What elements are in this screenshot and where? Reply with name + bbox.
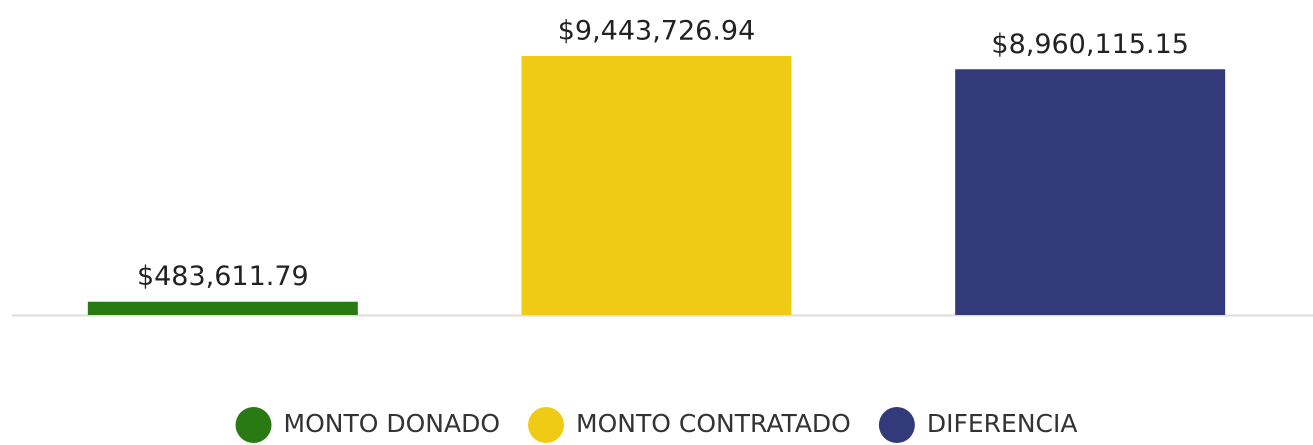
bar — [955, 69, 1226, 315]
legend-label: MONTO DONADO — [284, 409, 501, 438]
legend-swatch — [878, 407, 915, 443]
legend-swatch — [528, 407, 565, 443]
value-label: $8,960,115.15 — [991, 29, 1189, 60]
legend-swatch — [235, 407, 272, 443]
legend-label: MONTO CONTRATADO — [576, 409, 851, 438]
legend-label: DIFERENCIA — [927, 409, 1078, 438]
bar — [521, 56, 792, 315]
value-label: $483,611.79 — [137, 261, 309, 292]
value-label: $9,443,726.94 — [558, 16, 756, 47]
bar — [87, 301, 358, 315]
